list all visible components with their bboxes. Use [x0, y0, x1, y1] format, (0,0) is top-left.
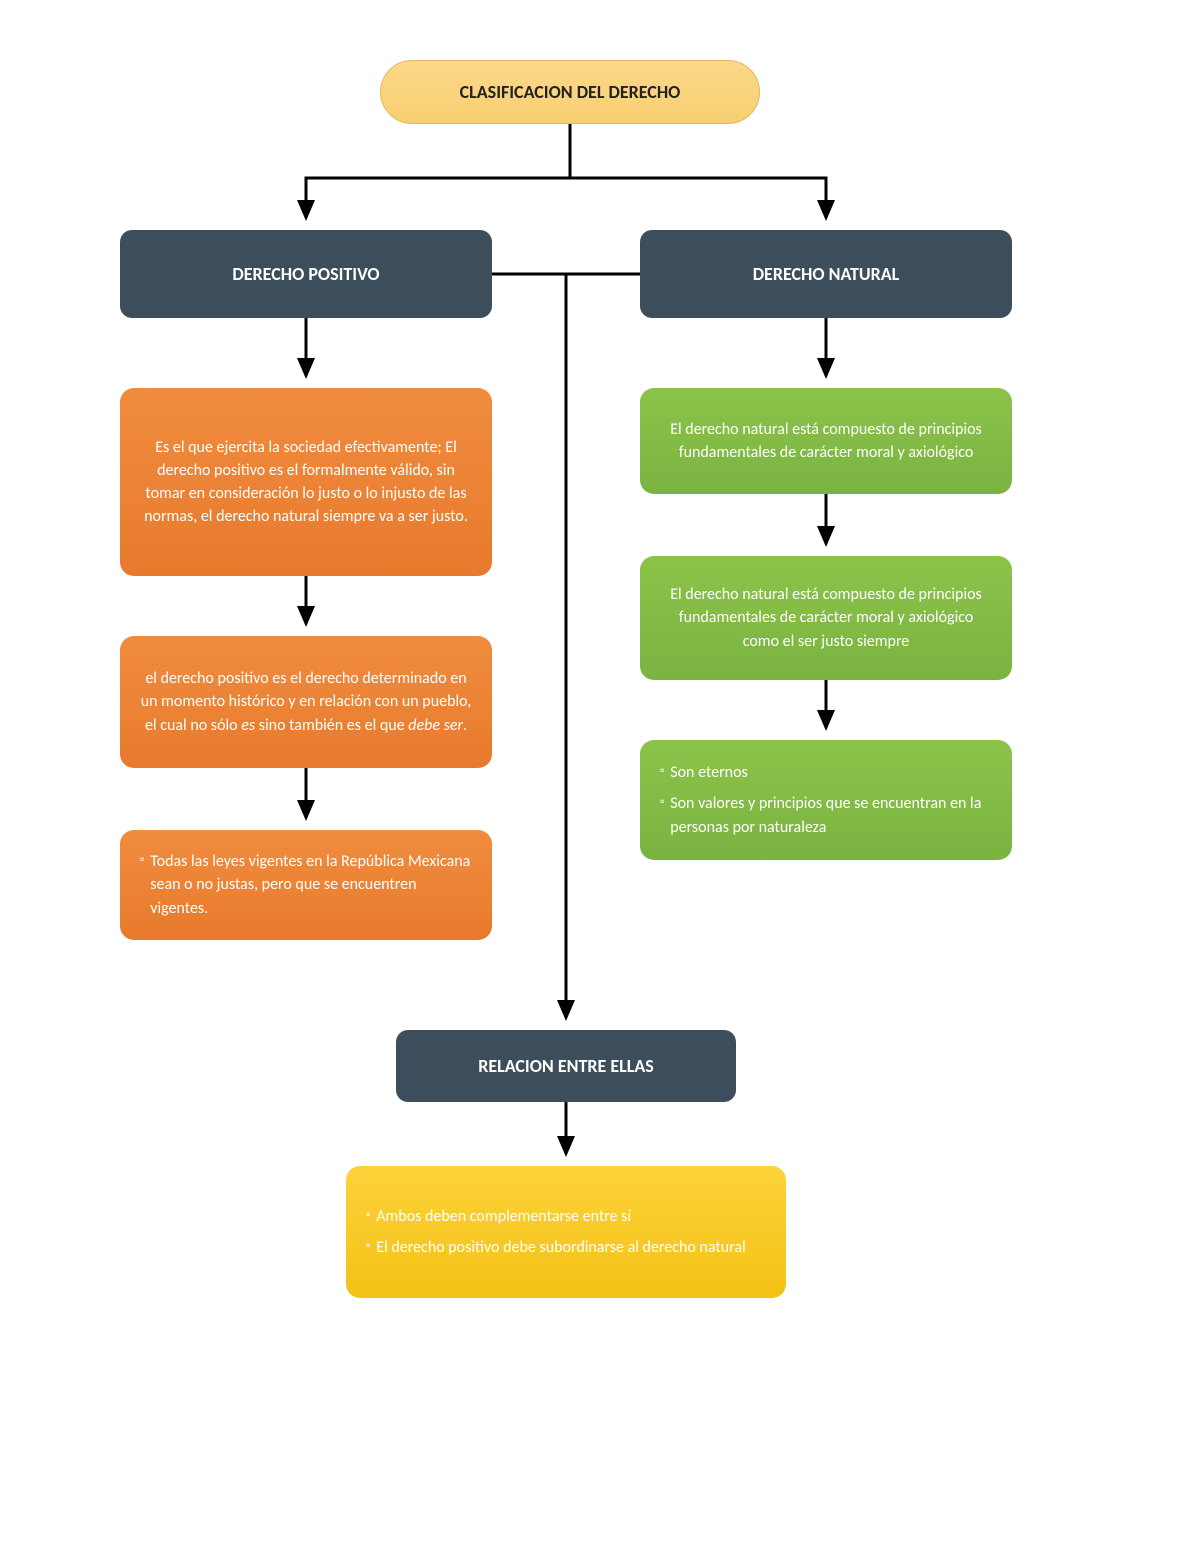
center-header-text: RELACION ENTRE ELLAS	[478, 1053, 654, 1079]
title-node: CLASIFICACION DEL DERECHO	[380, 60, 760, 124]
center-header-node: RELACION ENTRE ELLAS	[396, 1030, 736, 1102]
left-box-2-text: el derecho positivo es el derecho determ…	[140, 667, 472, 737]
center-box: Ambos deben complementarse entre sí El de…	[346, 1166, 786, 1298]
title-text: CLASIFICACION DEL DERECHO	[460, 79, 681, 105]
right-box-3: Son eternos Son valores y principios que …	[640, 740, 1012, 860]
right-box-2-text: El derecho natural está compuesto de pri…	[660, 583, 992, 653]
left-box-3: Todas las leyes vigentes en la República…	[120, 830, 492, 940]
right-header-text: DERECHO NATURAL	[753, 261, 900, 287]
list-item: El derecho positivo debe subordinarse al…	[366, 1236, 746, 1259]
right-header-node: DERECHO NATURAL	[640, 230, 1012, 318]
left-box-2: el derecho positivo es el derecho determ…	[120, 636, 492, 768]
list-item: Todas las leyes vigentes en la República…	[140, 850, 472, 920]
left-header-text: DERECHO POSITIVO	[232, 261, 379, 287]
list-item: Ambos deben complementarse entre sí	[366, 1205, 631, 1228]
right-box-1-text: El derecho natural está compuesto de pri…	[660, 418, 992, 464]
left-header-node: DERECHO POSITIVO	[120, 230, 492, 318]
left-box-1-text: Es el que ejercita la sociedad efectivam…	[140, 436, 472, 529]
left-box-1: Es el que ejercita la sociedad efectivam…	[120, 388, 492, 576]
list-item: Son eternos	[660, 761, 748, 784]
right-box-2: El derecho natural está compuesto de pri…	[640, 556, 1012, 680]
right-box-1: El derecho natural está compuesto de pri…	[640, 388, 1012, 494]
list-item: Son valores y principios que se encuentr…	[660, 792, 992, 838]
